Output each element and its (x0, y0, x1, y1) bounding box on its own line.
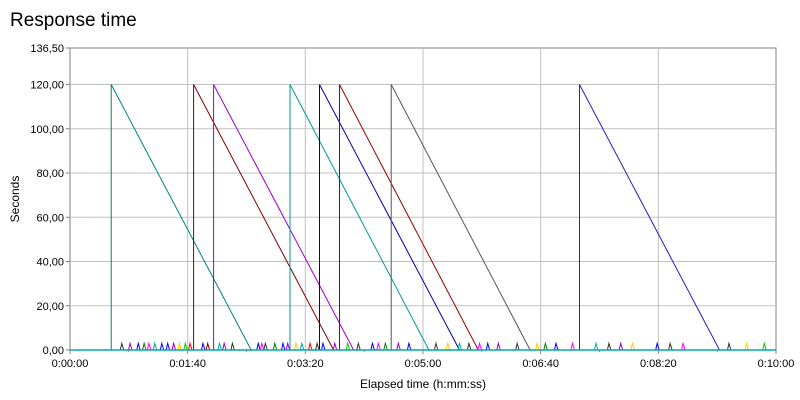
spike-mark (376, 341, 381, 351)
axis-layer: 0,00 20,00 40,00 60,00 80,00 100,00 120,00 136,… (30, 43, 794, 370)
spike-mark (142, 341, 147, 351)
y-tick-label: 40,00 (36, 257, 64, 269)
spike-mark (263, 341, 268, 351)
spike-mark (383, 341, 388, 351)
x-tick-label: 0:10:00 (758, 358, 795, 370)
spike-mark (119, 341, 125, 351)
spike-mark (146, 341, 152, 351)
spike-mark (280, 341, 286, 351)
spike-mark (593, 341, 599, 351)
spike-mark (630, 341, 635, 351)
spike-mark (217, 341, 222, 351)
spike-mark (485, 341, 491, 351)
spike-mark (445, 341, 451, 351)
spike-mark (230, 341, 235, 351)
spike-mark (177, 341, 182, 351)
x-axis-title: Elapsed time (h:mm:ss) (360, 377, 486, 391)
spike-mark (259, 341, 265, 351)
spike-mark (183, 341, 188, 351)
spike-mark (681, 341, 686, 351)
spike-mark (762, 341, 767, 351)
y-tick-label: 60,00 (36, 212, 64, 224)
spike-mark (606, 341, 612, 351)
spike-mark (570, 341, 575, 351)
spike-mark (165, 341, 171, 351)
spike-mark (618, 341, 624, 351)
y-tick-label: 20,00 (36, 301, 64, 313)
spike-mark (515, 341, 520, 351)
spike-mark (256, 341, 261, 351)
spike-mark (320, 341, 326, 351)
spike-mark (285, 341, 291, 351)
spike-mark (205, 341, 211, 351)
y-tick-label: 136,50 (30, 43, 64, 55)
x-tick-label: 0:03:20 (287, 358, 324, 370)
x-tick-label: 0:05:00 (405, 358, 442, 370)
spike-mark (152, 341, 158, 351)
y-tick-label: 80,00 (36, 168, 64, 180)
grid-lines (70, 48, 776, 350)
y-tick-label: 100,00 (30, 124, 64, 136)
spike-mark (457, 341, 462, 351)
spike-mark (655, 341, 660, 351)
spike-mark (466, 341, 472, 351)
spike-mark (188, 341, 193, 351)
x-tick-label: 0:08:20 (640, 358, 677, 370)
spike-mark (222, 341, 227, 351)
spike-mark (308, 341, 313, 351)
spike-mark (396, 341, 401, 351)
spike-mark (370, 341, 375, 351)
spike-mark (159, 341, 165, 351)
spike-mark (356, 341, 361, 351)
x-tick-label: 0:00:00 (52, 358, 89, 370)
spike-mark (496, 341, 501, 351)
x-tick-label: 0:01:40 (169, 358, 206, 370)
spike-mark (668, 341, 673, 351)
spike-mark (345, 341, 351, 351)
spike-mark (293, 341, 299, 351)
spike-mark (200, 341, 206, 351)
spike-mark (477, 341, 482, 351)
spike-mark (406, 341, 412, 351)
spike-mark (136, 341, 141, 351)
spike-mark (332, 341, 338, 351)
chart-title: Response time (10, 10, 137, 31)
spike-mark (171, 341, 177, 351)
spike-mark (272, 341, 278, 351)
x-tick-label: 0:06:40 (522, 358, 559, 370)
spike-mark (128, 341, 133, 351)
spike-mark (299, 341, 305, 351)
spike-mark (744, 341, 750, 351)
spike-mark (535, 341, 540, 351)
spike-mark (726, 341, 732, 351)
y-tick-label: 120,00 (30, 80, 64, 92)
spike-mark (315, 341, 320, 351)
y-axis-title: Seconds (8, 176, 22, 223)
spike-mark (553, 341, 559, 351)
spike-mark (543, 341, 548, 351)
y-tick-label: 0,00 (43, 345, 64, 357)
spike-mark (433, 341, 439, 351)
